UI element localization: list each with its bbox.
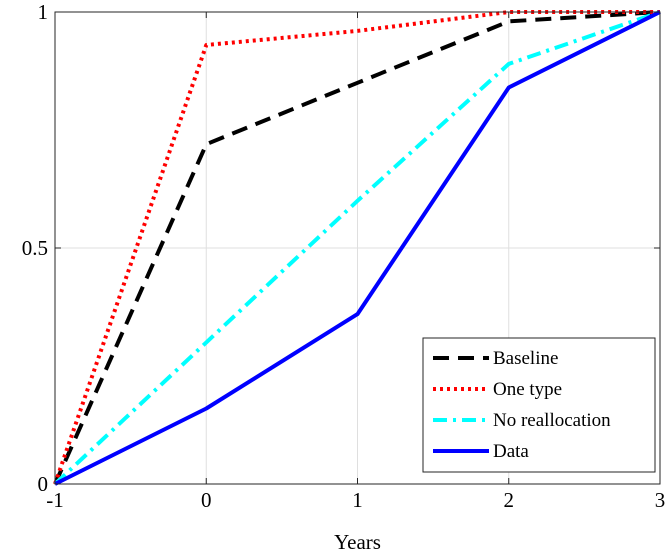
x-tick-label: 2 [504, 488, 515, 512]
legend-label: Baseline [493, 348, 558, 369]
legend-label: Data [493, 441, 529, 462]
y-tick-label: 0.5 [22, 236, 48, 260]
legend-label: No reallocation [493, 410, 611, 431]
y-tick-labels: 00.51 [22, 0, 48, 496]
axis-ticks [54, 11, 661, 485]
series-line-data [54, 10, 661, 486]
series-line-baseline [53, 10, 661, 485]
x-axis-label: Years [334, 530, 381, 553]
x-tick-label: -1 [46, 488, 64, 512]
x-tick-label: 3 [655, 488, 665, 512]
y-tick-label: 1 [38, 0, 49, 24]
legend: Baseline One type No reallocation Data [422, 337, 656, 473]
x-tick-labels: -1 0 1 2 3 [46, 488, 665, 512]
y-tick-label: 0 [38, 472, 49, 496]
x-tick-label: 1 [352, 488, 363, 512]
legend-label: One type [493, 379, 562, 400]
series-line-no-reallocation [53, 10, 661, 486]
x-tick-label: 0 [201, 488, 212, 512]
